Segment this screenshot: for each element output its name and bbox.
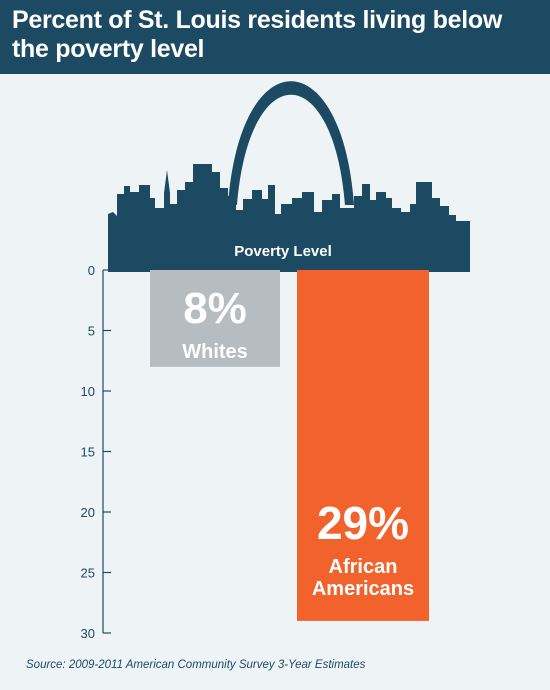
y-tick-label: 15 <box>81 445 95 460</box>
skyline-illustration <box>108 81 470 272</box>
bar-whites <box>150 270 280 367</box>
data-label-category: Americans <box>312 578 414 600</box>
data-label-category: Whites <box>182 341 248 363</box>
data-label-category: African <box>329 556 398 578</box>
source-note: Source: 2009-2011 American Community Sur… <box>26 659 366 671</box>
city-skyline-icon <box>108 164 470 272</box>
data-label-value: 29% <box>317 497 409 549</box>
bar-african-americans <box>297 270 429 621</box>
y-tick-label: 0 <box>88 263 95 278</box>
y-tick-label: 10 <box>81 384 95 399</box>
y-tick-label: 25 <box>81 566 95 581</box>
y-tick-label: 30 <box>81 626 95 641</box>
gateway-arch-icon <box>228 81 354 205</box>
title-banner: Percent of St. Louis residents living be… <box>0 0 550 74</box>
y-tick-label: 5 <box>88 324 95 339</box>
chart-panel <box>0 74 550 690</box>
chart-title: Percent of St. Louis residents living be… <box>12 6 502 63</box>
y-tick-label: 20 <box>81 505 95 520</box>
baseline-label: Poverty Level <box>234 243 332 260</box>
y-axis: 0 5 10 15 20 25 30 <box>81 263 111 641</box>
data-label-value: 8% <box>183 284 247 333</box>
